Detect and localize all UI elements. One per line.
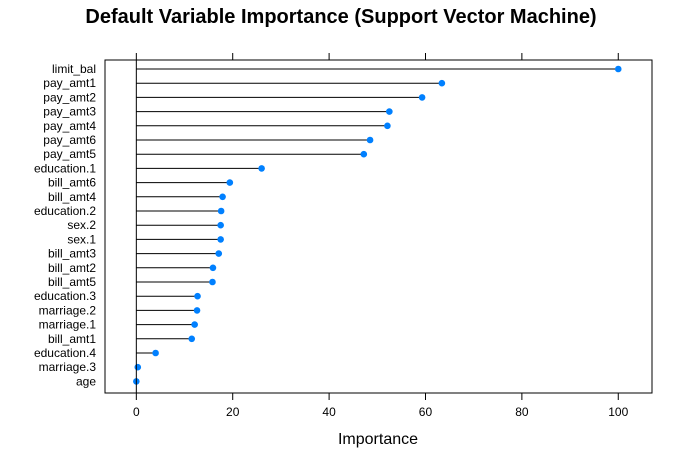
category-label: bill_amt6 [48,176,96,190]
category-label: marriage.3 [39,360,97,374]
importance-point [438,79,446,87]
category-label: education.4 [34,346,96,360]
category-label: pay_amt2 [43,90,96,104]
category-label: marriage.1 [39,318,97,332]
importance-point [215,250,223,257]
x-tick-label: 60 [419,405,433,419]
importance-point [209,264,217,272]
importance-point [193,307,201,314]
x-axis-title: Importance [338,431,418,448]
importance-point [217,207,225,215]
category-label: education.2 [34,204,96,218]
category-label: sex.1 [67,232,96,246]
category-label: pay_amt5 [43,147,96,161]
importance-point [191,321,198,328]
importance-point [614,65,622,73]
category-label: bill_amt2 [48,261,96,275]
importance-point [226,179,234,186]
importance-point [209,278,216,286]
importance-point [258,165,265,172]
category-label: pay_amt6 [43,133,96,147]
x-tick-label: 80 [515,405,529,419]
category-label: age [76,374,96,388]
x-tick-label: 40 [322,405,336,419]
category-label: pay_amt3 [43,105,96,119]
x-axis-ticks: 0 20 40 60 80 100 [133,53,629,419]
category-label: education.3 [34,289,96,303]
importance-point [194,292,201,300]
data-marks [133,60,622,393]
importance-point [386,108,393,115]
x-tick-label: 0 [133,405,140,419]
importance-point [217,221,224,229]
importance-point [217,236,224,243]
x-tick-label: 100 [608,405,628,419]
category-label: marriage.2 [39,303,97,317]
category-label: limit_bal [52,62,96,76]
category-labels: limit_balpay_amt1pay_amt2pay_amt3pay_amt… [34,62,96,388]
importance-point [188,335,196,343]
category-label: bill_amt3 [48,247,96,261]
chart-title: Default Variable Importance (Support Vec… [85,6,596,28]
category-label: bill_amt5 [48,275,96,289]
importance-point [219,193,226,201]
importance-point [134,363,142,371]
importance-point [366,136,374,144]
category-label: pay_amt1 [43,76,96,90]
category-label: education.1 [34,161,96,175]
category-label: sex.2 [67,218,96,232]
x-tick-label: 20 [226,405,240,419]
importance-point [152,349,159,357]
category-label: bill_amt1 [48,332,96,346]
category-label: bill_amt4 [48,190,96,204]
category-label: pay_amt4 [43,119,96,133]
importance-point [360,150,368,158]
importance-point [418,94,426,101]
plot-frame [104,59,653,394]
importance-point [384,122,391,130]
